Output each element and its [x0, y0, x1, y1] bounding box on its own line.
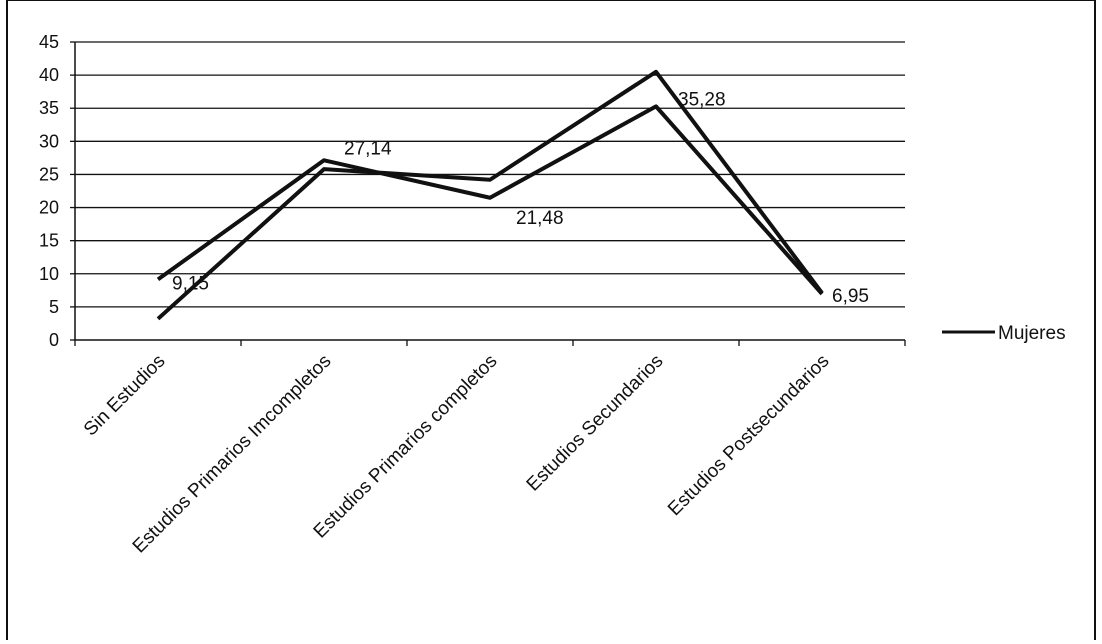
series-line-unlabeled-1: [156, 69, 824, 321]
y-tick-label-35: 35: [39, 98, 59, 118]
y-tick-label-0: 0: [49, 330, 59, 350]
x-category-label-3: Estudios Secundarios: [523, 351, 668, 496]
y-tick-label-25: 25: [39, 164, 59, 184]
data-label-2: 21,48: [516, 208, 564, 229]
y-tick-label-5: 5: [49, 297, 59, 317]
y-tick-label-45: 45: [39, 32, 59, 52]
chart-frame: [6, 0, 1096, 640]
y-tick-label-20: 20: [39, 198, 59, 218]
x-category-label-2: Estudios Primarios completos: [310, 351, 502, 543]
y-axis-ticks: 0 5 10 15 20 25 30 35 40 45: [39, 32, 75, 350]
axes: [74, 42, 905, 341]
series-line-mujeres: [156, 104, 824, 296]
data-labels: 9,15 27,14 21,48 35,28 6,95: [172, 89, 869, 307]
x-category-label-1: Estudios Primarios Imcompletos: [129, 351, 336, 558]
series-lines: [156, 69, 824, 321]
y-tick-label-30: 30: [39, 131, 59, 151]
data-label-4: 6,95: [832, 286, 869, 307]
legend: Mujeres: [942, 323, 1066, 344]
x-category-label-0: Sin Estudios: [80, 351, 170, 441]
y-tick-label-10: 10: [39, 264, 59, 284]
gridlines: [75, 41, 905, 308]
data-label-3: 35,28: [678, 89, 726, 110]
y-tick-label-40: 40: [39, 65, 59, 85]
y-tick-label-15: 15: [39, 231, 59, 251]
legend-label-mujeres: Mujeres: [998, 323, 1066, 344]
x-category-label-4: Estudios Postsecundarios: [664, 351, 833, 520]
data-label-1: 27,14: [344, 138, 392, 159]
data-label-0: 9,15: [172, 273, 209, 294]
